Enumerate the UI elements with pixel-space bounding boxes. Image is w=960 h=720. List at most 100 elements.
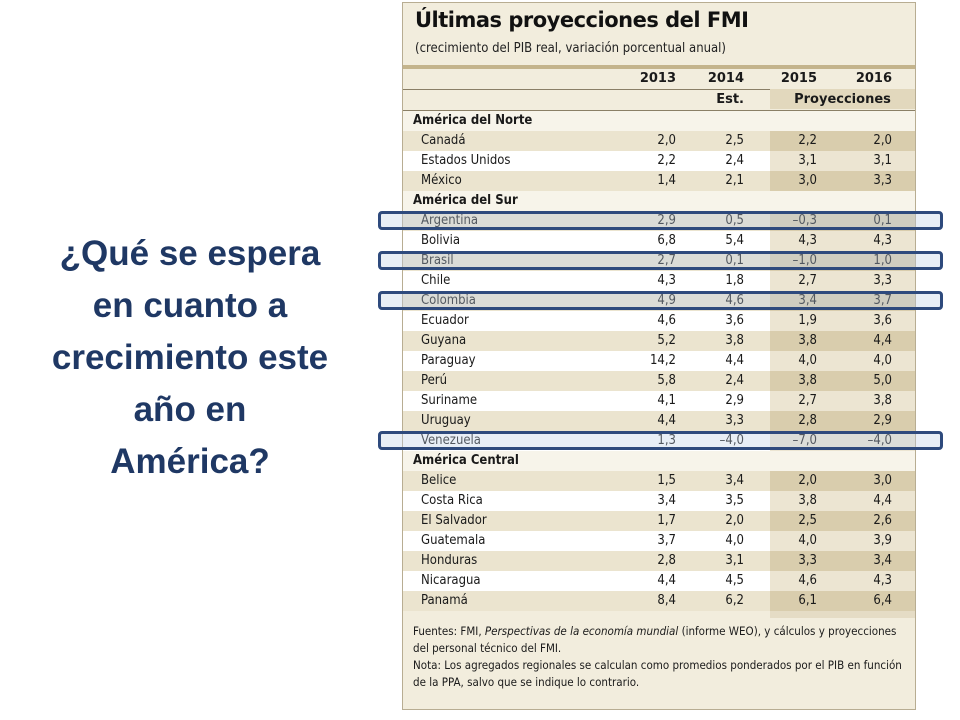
growth-value-2013: 3,4 bbox=[657, 493, 676, 508]
growth-value-2016: 4,0 bbox=[873, 353, 892, 368]
growth-value-2014: 4,6 bbox=[725, 293, 744, 308]
imf-projections-table: Últimas proyecciones del FMI (crecimient… bbox=[402, 2, 916, 710]
growth-value-2016: 3,0 bbox=[873, 473, 892, 488]
table-row: Nicaragua 4,4 4,5 4,6 4,3 bbox=[403, 571, 915, 591]
subheader-row: Est. Proyecciones bbox=[403, 90, 915, 110]
row-highlight-box bbox=[378, 431, 943, 450]
growth-value-2013: 5,8 bbox=[657, 373, 676, 388]
row-highlight-box bbox=[378, 211, 943, 230]
estimate-label: Est. bbox=[716, 92, 744, 107]
country-name: Argentina bbox=[421, 213, 479, 228]
country-name: Costa Rica bbox=[421, 493, 483, 508]
growth-value-2015: 3,8 bbox=[798, 373, 817, 388]
country-name: Ecuador bbox=[421, 313, 469, 328]
growth-value-2014: 3,5 bbox=[725, 493, 744, 508]
growth-value-2015: –7,0 bbox=[792, 433, 817, 448]
table-row: Chile 4,3 1,8 2,7 3,3 bbox=[403, 271, 915, 291]
growth-value-2013: 3,7 bbox=[657, 533, 676, 548]
projection-cell-shade bbox=[770, 331, 915, 351]
growth-value-2015: 4,3 bbox=[798, 233, 817, 248]
table-notes: Fuentes: FMI, Perspectivas de la economí… bbox=[413, 623, 905, 691]
growth-value-2016: 3,7 bbox=[873, 293, 892, 308]
growth-value-2013: 1,5 bbox=[657, 473, 676, 488]
growth-value-2016: 3,1 bbox=[873, 153, 892, 168]
growth-value-2016: 4,4 bbox=[873, 333, 892, 348]
country-name: México bbox=[421, 173, 462, 188]
country-name: Uruguay bbox=[421, 413, 471, 428]
table-row: Honduras 2,8 3,1 3,3 3,4 bbox=[403, 551, 915, 571]
table-row: Perú 5,8 2,4 3,8 5,0 bbox=[403, 371, 915, 391]
country-name: Colombia bbox=[421, 293, 476, 308]
projection-cell-shade bbox=[770, 511, 915, 531]
growth-value-2015: 2,5 bbox=[798, 513, 817, 528]
table-row: Guatemala 3,7 4,0 4,0 3,9 bbox=[403, 531, 915, 551]
growth-value-2016: 3,8 bbox=[873, 393, 892, 408]
growth-value-2014: 3,3 bbox=[725, 413, 744, 428]
table-row: Ecuador 4,6 3,6 1,9 3,6 bbox=[403, 311, 915, 331]
growth-value-2016: 2,9 bbox=[873, 413, 892, 428]
growth-value-2016: 1,0 bbox=[873, 253, 892, 268]
projection-cell-shade bbox=[770, 391, 915, 411]
growth-value-2013: 4,9 bbox=[657, 293, 676, 308]
growth-value-2015: 3,1 bbox=[798, 153, 817, 168]
question-line: ¿Qué se espera bbox=[59, 234, 321, 273]
section-header: América del Norte bbox=[403, 111, 915, 131]
country-name: Guatemala bbox=[421, 533, 486, 548]
table-row: Costa Rica 3,4 3,5 3,8 4,4 bbox=[403, 491, 915, 511]
sources-prefix: Fuentes: FMI, bbox=[413, 624, 485, 638]
question-line: crecimiento este bbox=[51, 338, 329, 377]
growth-value-2014: 4,5 bbox=[725, 573, 744, 588]
sources-note: Fuentes: FMI, Perspectivas de la economí… bbox=[413, 623, 905, 657]
growth-value-2013: 4,1 bbox=[657, 393, 676, 408]
table-title: Últimas proyecciones del FMI bbox=[415, 8, 749, 32]
growth-value-2014: 3,4 bbox=[725, 473, 744, 488]
growth-value-2014: 5,4 bbox=[725, 233, 744, 248]
growth-value-2015: 3,0 bbox=[798, 173, 817, 188]
question-line: año en bbox=[133, 390, 247, 429]
projection-cell-shade bbox=[770, 151, 915, 171]
sources-publication: Perspectivas de la economía mundial bbox=[484, 624, 679, 638]
growth-value-2013: 14,2 bbox=[649, 353, 676, 368]
country-name: Brasil bbox=[421, 253, 454, 268]
growth-value-2016: 4,3 bbox=[873, 233, 892, 248]
growth-value-2015: 2,0 bbox=[798, 473, 817, 488]
question-line: en cuanto a bbox=[92, 286, 288, 325]
growth-value-2015: –0,3 bbox=[792, 213, 817, 228]
growth-value-2015: –1,0 bbox=[792, 253, 817, 268]
growth-value-2013: 2,0 bbox=[657, 133, 676, 148]
table-row: Colombia 4,9 4,6 3,4 3,7 bbox=[403, 291, 915, 311]
growth-value-2013: 4,4 bbox=[657, 573, 676, 588]
growth-value-2014: 2,9 bbox=[725, 393, 744, 408]
growth-value-2016: –4,0 bbox=[867, 433, 892, 448]
header-divider bbox=[403, 89, 915, 90]
projection-cell-shade bbox=[770, 271, 915, 291]
growth-value-2013: 5,2 bbox=[657, 333, 676, 348]
growth-value-2016: 3,3 bbox=[873, 173, 892, 188]
row-highlight-box bbox=[378, 251, 943, 270]
header-rule bbox=[403, 65, 915, 69]
table-row: Guyana 5,2 3,8 3,8 4,4 bbox=[403, 331, 915, 351]
table-row: Panamá 8,4 6,2 6,1 6,4 bbox=[403, 591, 915, 611]
year-2015-header: 2015 bbox=[780, 71, 817, 86]
growth-value-2013: 2,8 bbox=[657, 553, 676, 568]
country-name: Nicaragua bbox=[421, 573, 481, 588]
growth-value-2016: 3,9 bbox=[873, 533, 892, 548]
projection-cell-shade bbox=[770, 551, 915, 571]
projection-cell-shade bbox=[770, 131, 915, 151]
table-row: Estados Unidos 2,2 2,4 3,1 3,1 bbox=[403, 151, 915, 171]
year-2013-header: 2013 bbox=[639, 71, 676, 86]
table-row: Venezuela 1,3 –4,0 –7,0 –4,0 bbox=[403, 431, 915, 451]
country-name: Bolivia bbox=[421, 233, 461, 248]
sources-suffix: (informe WEO), y cálculos y proyecciones… bbox=[413, 624, 897, 655]
projections-header-box bbox=[770, 89, 915, 109]
growth-value-2013: 4,6 bbox=[657, 313, 676, 328]
growth-value-2016: 2,0 bbox=[873, 133, 892, 148]
projection-cell-shade bbox=[770, 311, 915, 331]
growth-value-2015: 6,1 bbox=[798, 593, 817, 608]
projection-cell-shade bbox=[770, 531, 915, 551]
table-row: Bolivia 6,8 5,4 4,3 4,3 bbox=[403, 231, 915, 251]
growth-value-2014: 4,0 bbox=[725, 533, 744, 548]
table-subtitle: (crecimiento del PIB real, variación por… bbox=[415, 41, 726, 56]
table-row: México 1,4 2,1 3,0 3,3 bbox=[403, 171, 915, 191]
country-name: El Salvador bbox=[421, 513, 487, 528]
